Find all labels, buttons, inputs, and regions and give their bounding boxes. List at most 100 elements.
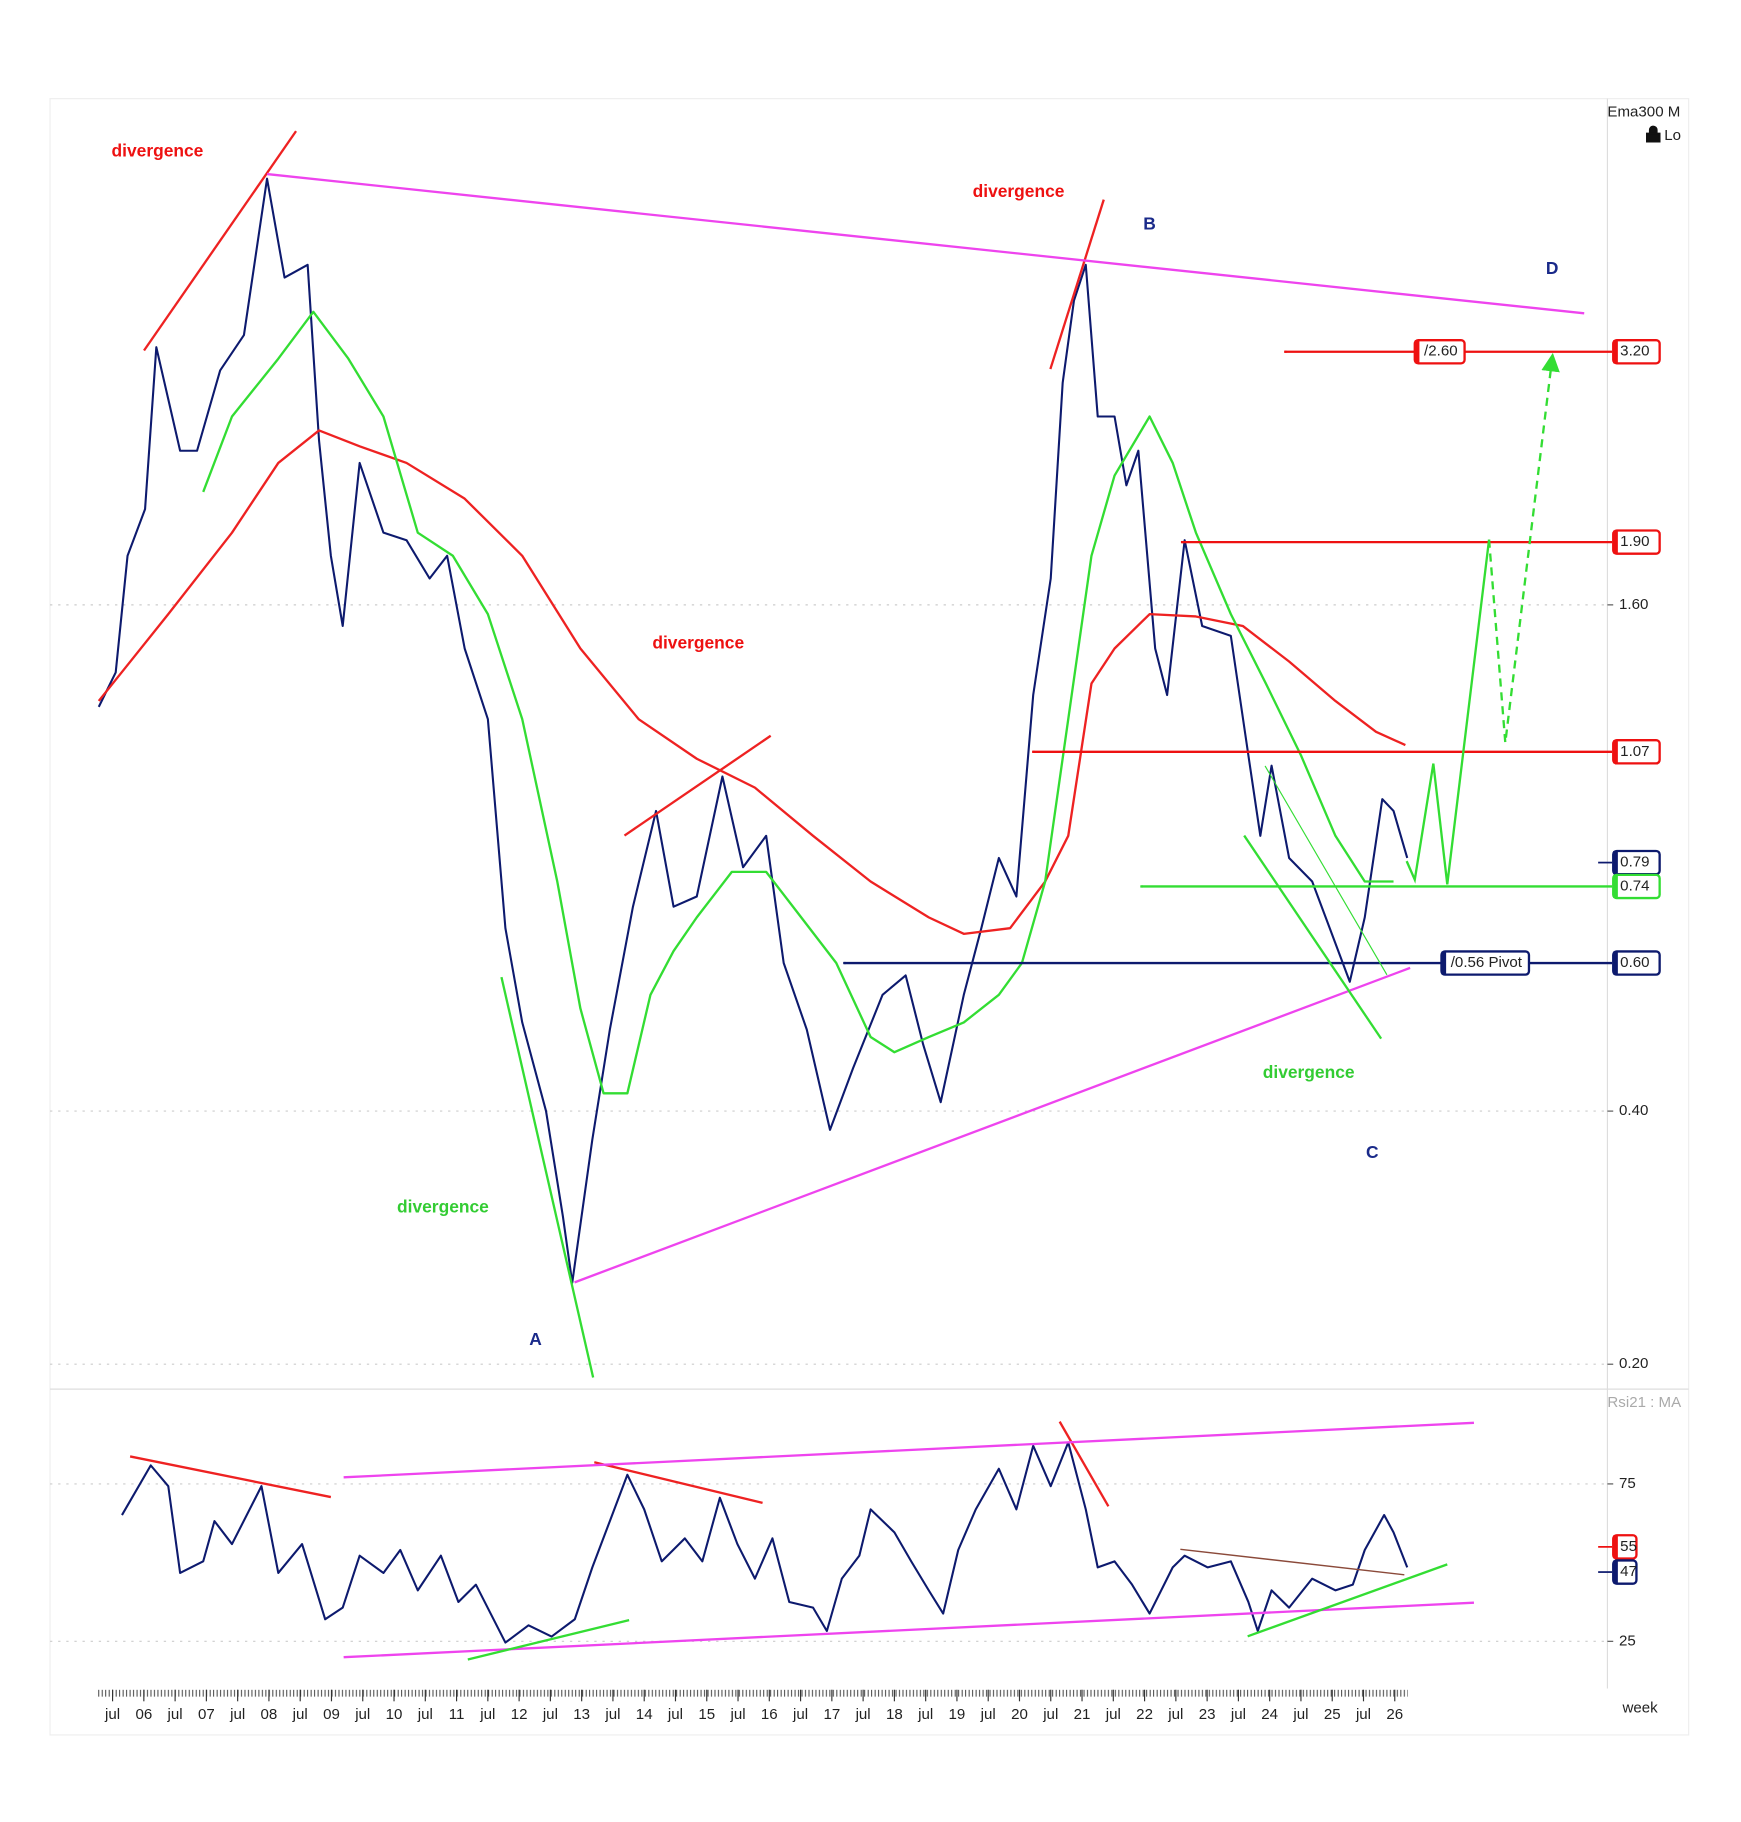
x-tick-label: 23: [1199, 1706, 1216, 1723]
x-tick-label: 15: [698, 1706, 715, 1723]
x-tick-label: jul: [1230, 1706, 1246, 1723]
trend-line: [500, 976, 595, 1378]
x-tick-label: 12: [511, 1706, 528, 1723]
panel-title: Rsi21 : MA: [1607, 1394, 1682, 1411]
x-tick-label: jul: [417, 1706, 433, 1723]
x-tick-label: 26: [1386, 1706, 1403, 1723]
level-tag-edge: [1414, 340, 1420, 364]
trend-line: [1243, 834, 1383, 1040]
trend-line: [1180, 1548, 1405, 1576]
level-tag-edge: [1441, 951, 1447, 975]
x-tick-label: jul: [917, 1706, 933, 1723]
x-axis-label: week: [1622, 1699, 1659, 1716]
x-tick-label: 08: [261, 1706, 278, 1723]
y-tick-label: 1.60: [1619, 596, 1648, 613]
level-label: 47: [1620, 1563, 1637, 1580]
trend-line: [1247, 1563, 1448, 1638]
trend-line: [343, 1601, 1475, 1659]
x-tick-label: jul: [1355, 1706, 1371, 1723]
trend-line: [143, 130, 298, 352]
trend-line: [1264, 765, 1388, 976]
x-tick-label: jul: [980, 1706, 996, 1723]
x-tick-label: jul: [479, 1706, 495, 1723]
x-tick-label: jul: [792, 1706, 808, 1723]
level-label: 1.07: [1620, 743, 1649, 760]
x-tick-label: jul: [354, 1706, 370, 1723]
x-tick-label: 21: [1074, 1706, 1091, 1723]
trend-line: [343, 1421, 1475, 1479]
annotation: D: [1546, 258, 1559, 278]
x-tick-label: 14: [636, 1706, 653, 1723]
x-tick-label: 09: [323, 1706, 340, 1723]
x-tick-label: 19: [949, 1706, 966, 1723]
x-tick-label: 06: [135, 1706, 152, 1723]
level-label: 0.79: [1620, 854, 1649, 871]
annotation: divergence: [397, 1197, 489, 1217]
level-label: 3.20: [1620, 343, 1649, 360]
level-box-edge: [1613, 1560, 1618, 1584]
y-tick-label: 25: [1619, 1632, 1636, 1649]
x-tick-label: jul: [855, 1706, 871, 1723]
level-label: 0.60: [1620, 954, 1649, 971]
series-line: [97, 429, 1406, 936]
x-tick-label: jul: [729, 1706, 745, 1723]
x-tick-label: 10: [386, 1706, 403, 1723]
chart-subtitle: Lo: [1664, 127, 1681, 144]
x-tick-label: jul: [167, 1706, 183, 1723]
level-tag: /0.56 Pivot: [1451, 954, 1523, 971]
level-label: 55: [1620, 1538, 1637, 1555]
level-box-edge: [1613, 340, 1618, 364]
y-tick-label: 0.40: [1619, 1102, 1648, 1119]
series-line: [97, 177, 1409, 1284]
trend-line: [467, 1618, 630, 1661]
x-tick-label: jul: [104, 1706, 120, 1723]
trend-line: [1049, 199, 1105, 370]
x-tick-label: jul: [292, 1706, 308, 1723]
x-tick-label: 07: [198, 1706, 215, 1723]
x-tick-label: 20: [1011, 1706, 1028, 1723]
x-tick-label: 17: [823, 1706, 840, 1723]
x-tick-label: jul: [1042, 1706, 1058, 1723]
level-label: 0.74: [1620, 877, 1649, 894]
trend-line: [594, 1461, 763, 1504]
annotation: divergence: [973, 181, 1065, 201]
trend-line: [1058, 1421, 1110, 1507]
trend-line: [623, 734, 772, 837]
series-line: [202, 310, 1394, 1095]
x-tick-label: 11: [449, 1706, 465, 1723]
annotation: divergence: [1263, 1062, 1355, 1082]
annotation: C: [1366, 1142, 1379, 1162]
panel: 75 25 jul 06 jul 07 jul 08 jul 09 jul 10 jul 11 jul 12 j…: [50, 1441, 1638, 1723]
trend-line: [266, 172, 1585, 315]
x-tick-label: 13: [573, 1706, 590, 1723]
series-line: [121, 1441, 1409, 1644]
annotation: divergence: [112, 141, 204, 161]
x-tick-label: 22: [1136, 1706, 1153, 1723]
x-tick-label: 24: [1261, 1706, 1278, 1723]
x-tick-label: jul: [604, 1706, 620, 1723]
annotation: B: [1143, 214, 1156, 234]
x-tick-label: 16: [761, 1706, 778, 1723]
y-tick-label: 0.20: [1619, 1355, 1648, 1372]
level-label: 1.90: [1620, 533, 1649, 550]
x-tick-label: 25: [1324, 1706, 1341, 1723]
frame: [49, 98, 1690, 1736]
panel: 1.60 0.40 0.20 3.20/2.60 1.90 1.07 0.79 0.74 0.6…: [50, 177, 1661, 1372]
level-box-edge: [1613, 874, 1618, 899]
x-tick-label: jul: [1167, 1706, 1183, 1723]
annotation: divergence: [652, 633, 744, 653]
level-box-edge: [1613, 1535, 1618, 1559]
y-tick-label: 75: [1619, 1475, 1636, 1492]
x-tick-label: jul: [1292, 1706, 1308, 1723]
x-tick-label: jul: [1105, 1706, 1121, 1723]
level-box-edge: [1613, 951, 1618, 975]
chart-title: Ema300 M: [1607, 104, 1680, 121]
level-box-edge: [1613, 530, 1618, 554]
level-tag: /2.60: [1424, 343, 1458, 360]
x-tick-label: 18: [886, 1706, 903, 1723]
lock-icon: [1646, 125, 1661, 143]
level-box-edge: [1613, 740, 1618, 764]
annotations: divergence divergence divergence diverge…: [112, 130, 1585, 1661]
